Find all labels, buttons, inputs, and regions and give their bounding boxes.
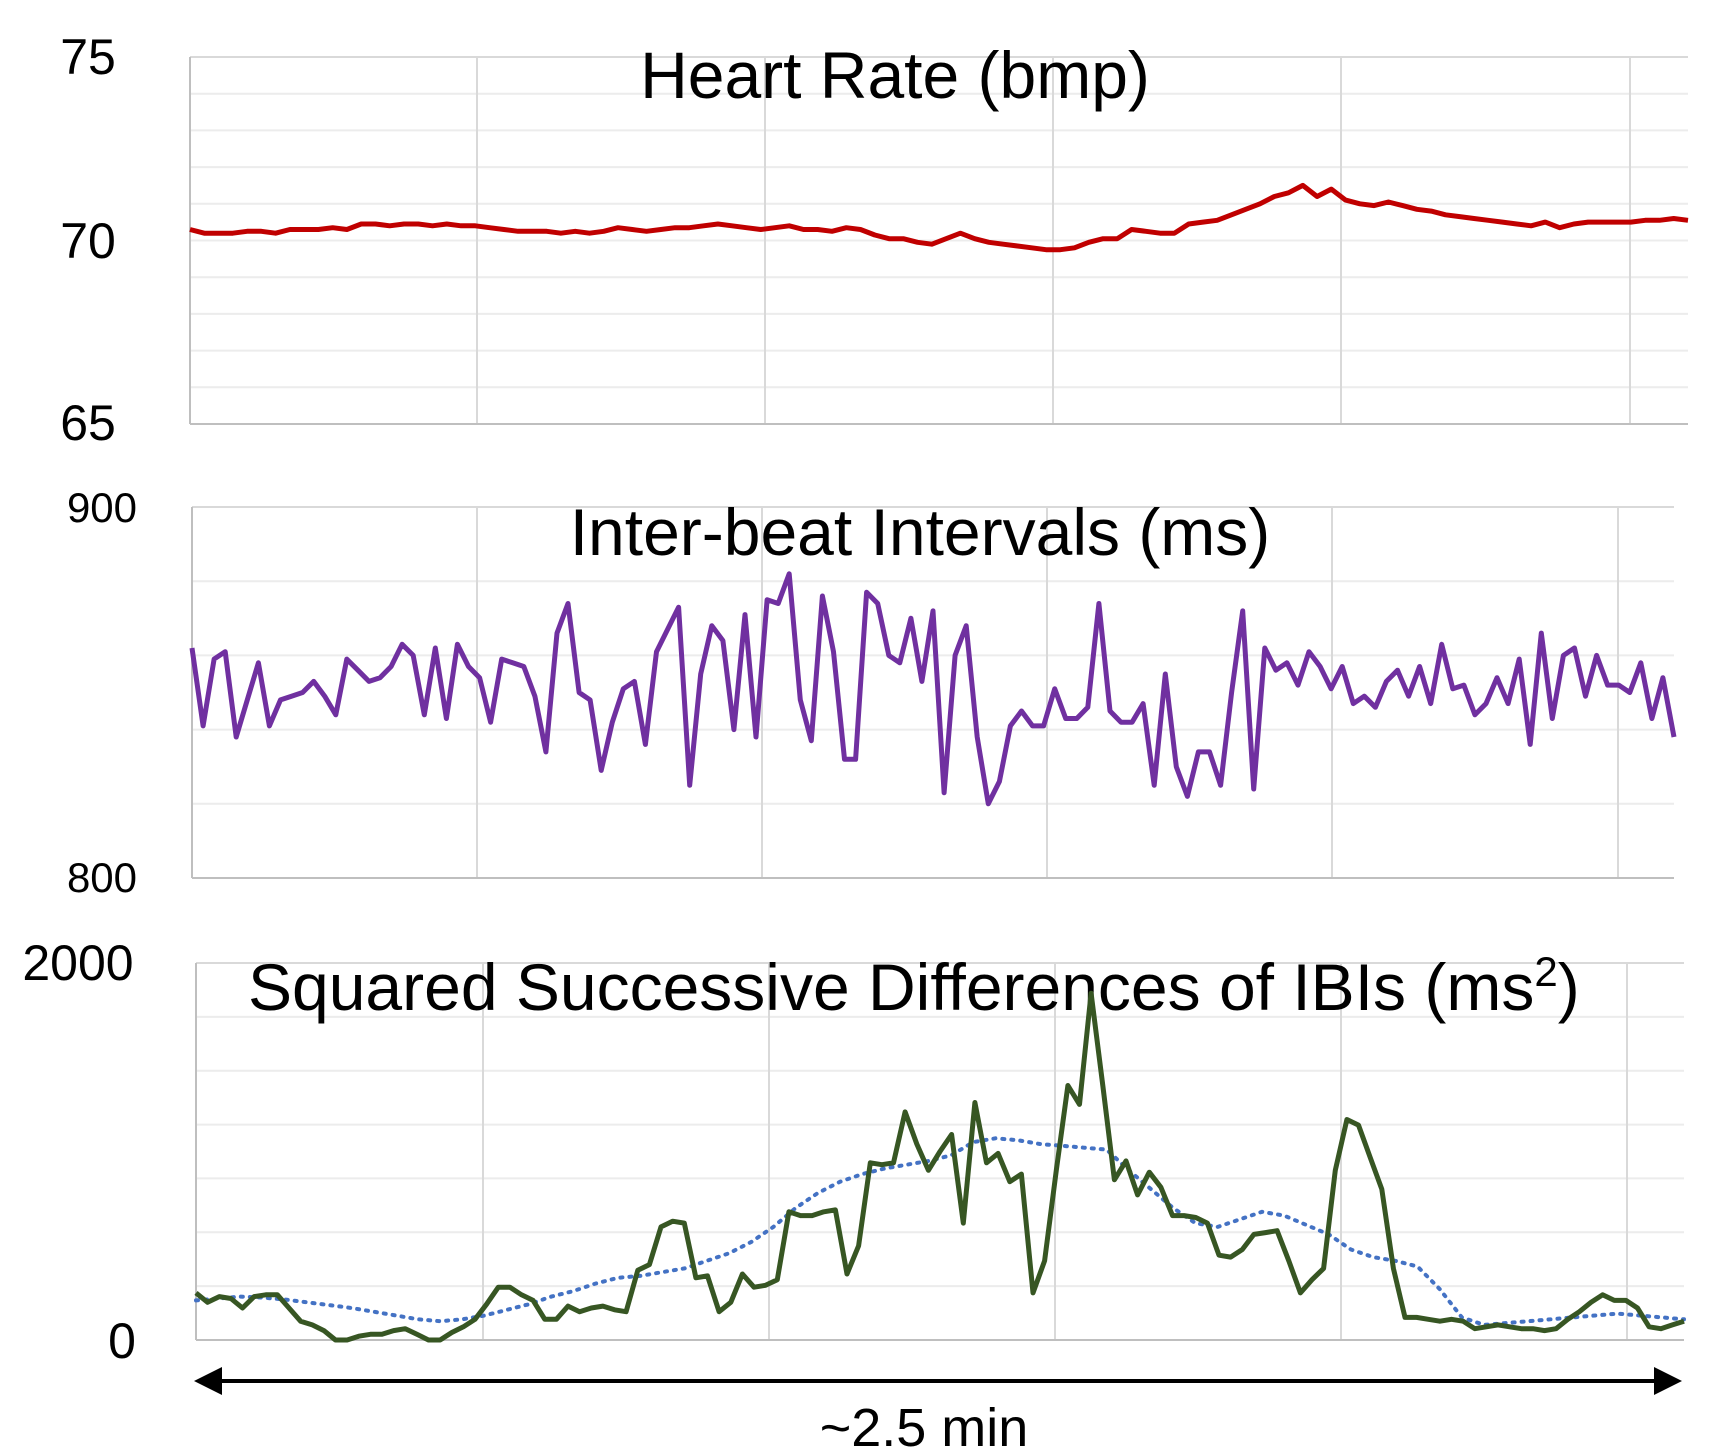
ssd-ytick-max: 2000 bbox=[22, 935, 133, 991]
ibi-title: Inter-beat Intervals (ms) bbox=[570, 495, 1271, 569]
ssd-title-end: ) bbox=[1558, 950, 1580, 1024]
heart-rate-ytick-max: 75 bbox=[60, 29, 116, 85]
ssd-title-sup: 2 bbox=[1534, 948, 1557, 995]
ssd-grid bbox=[195, 962, 1684, 1341]
ibi-ytick-min: 800 bbox=[67, 854, 137, 901]
ssd-title: Squared Successive Differences of IBIs (… bbox=[248, 948, 1580, 1024]
heart-rate-ytick-min: 65 bbox=[60, 395, 116, 451]
ssd-ytick-min: 0 bbox=[108, 1313, 136, 1369]
time-span-arrowhead-left bbox=[194, 1367, 222, 1395]
time-span-arrowhead-right bbox=[1654, 1367, 1682, 1395]
heart-rate-line bbox=[189, 182, 1689, 253]
ibi-panel: 900 800 Inter-beat Intervals (ms) bbox=[67, 484, 1677, 901]
time-span-label: ~2.5 min bbox=[820, 1398, 1029, 1454]
heart-rate-ytick-mid: 70 bbox=[60, 213, 116, 269]
heart-rate-panel: 75 70 65 Heart Rate (bmp) bbox=[60, 29, 1689, 451]
time-span-arrow: ~2.5 min bbox=[194, 1367, 1682, 1454]
heart-rate-title: Heart Rate (bmp) bbox=[640, 38, 1150, 112]
ibi-line bbox=[189, 571, 1677, 807]
ssd-line bbox=[194, 990, 1685, 1343]
ibi-ytick-max: 900 bbox=[67, 484, 137, 531]
ssd-panel: 2000 0 Squared Successive Differences of… bbox=[22, 935, 1686, 1369]
ssd-title-main: Squared Successive Differences of IBIs (… bbox=[248, 950, 1534, 1024]
